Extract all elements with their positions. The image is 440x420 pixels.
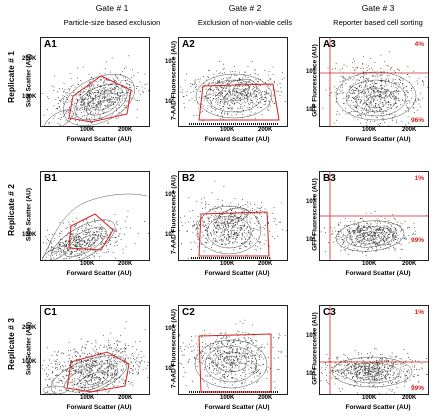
x-tick-100k: 100K (362, 261, 377, 267)
y-axis-label-b1: Side Scatter (AU) (25, 187, 33, 242)
percentage-lower: 99% (410, 385, 424, 392)
y-tick-10-2: 102 (306, 234, 316, 243)
y-axis-label-c1: Side Scatter (AU) (25, 321, 33, 376)
y-tick-10-4: 104 (165, 189, 175, 198)
gate-polygon (198, 333, 272, 393)
scatter-plot (320, 38, 428, 126)
panel-b1: B1 (40, 171, 150, 261)
replicate-3-label: Replicate # 3 (6, 318, 16, 370)
x-axis-label-b2: Forward Scatter (AU) (204, 270, 270, 277)
panel-label: A2 (182, 39, 195, 50)
panel-b3: B3 1% 99% (319, 171, 429, 261)
y-tick-200k: 200K (22, 56, 37, 62)
gate-polygon (198, 211, 270, 257)
scatter-plot (179, 180, 287, 260)
panel-c2: C2 (178, 305, 288, 395)
scatter-plot (320, 306, 428, 394)
x-axis-label-a3: Forward Scatter (AU) (345, 136, 411, 143)
scatter-plot (41, 55, 149, 126)
x-tick-200k: 200K (402, 395, 417, 401)
x-tick-100k: 100K (80, 127, 95, 133)
gate-1-subtitle: Particle-size based exclusion (63, 18, 161, 27)
replicate-2-label: Replicate # 2 (6, 184, 16, 236)
x-tick-200k: 200K (118, 395, 133, 401)
percentage-lower: 99% (410, 237, 424, 244)
scatter-plot (41, 321, 149, 394)
x-tick-200k: 200K (258, 261, 273, 267)
x-tick-100k: 100K (362, 395, 377, 401)
panel-label: B2 (182, 173, 195, 184)
panel-c3: C3 1% 99% (319, 305, 429, 395)
panel-a1: A1 (40, 37, 150, 127)
gate-polygon (198, 83, 280, 121)
percentage-upper: 1% (414, 309, 424, 316)
x-tick-100k: 100K (362, 127, 377, 133)
panel-a3: A3 4% 96% (319, 37, 429, 127)
x-tick-200k: 200K (258, 395, 273, 401)
y-tick-10-2: 102 (165, 96, 175, 105)
y-tick-10-2: 102 (306, 104, 316, 113)
gate-3-title: Gate # 3 (361, 3, 395, 13)
x-axis-label-a1: Forward Scatter (AU) (66, 136, 132, 143)
scatter-plot (41, 193, 149, 260)
x-tick-100k: 100K (220, 395, 235, 401)
y-tick-10-2: 102 (306, 368, 316, 377)
y-tick-100k: 100K (22, 232, 37, 238)
y-axis-label-a2: 7-AAD Fluorescence (AU) (170, 40, 178, 121)
x-axis-label-c2: Forward Scatter (AU) (204, 404, 270, 411)
x-axis-label-c1: Forward Scatter (AU) (66, 404, 132, 411)
y-tick-100k: 100K (22, 94, 37, 100)
gate-polygon (68, 75, 132, 123)
y-tick-10-2: 102 (165, 363, 175, 372)
scatter-plot (180, 61, 286, 125)
y-axis-label-b2: 7-AAD Fluorescence (AU) (170, 174, 178, 255)
panel-b2: B2 (178, 171, 288, 261)
percentage-upper: 1% (414, 175, 424, 182)
y-tick-10-4: 104 (165, 323, 175, 332)
x-tick-200k: 200K (402, 261, 417, 267)
panel-a2: A2 (178, 37, 288, 127)
y-tick-10-4: 104 (165, 56, 175, 65)
scatter-plot (179, 319, 287, 393)
x-tick-200k: 200K (118, 261, 133, 267)
y-axis-label-b3: GFP Fluorescence (AU) (311, 178, 319, 251)
x-axis-label-b3: Forward Scatter (AU) (345, 270, 411, 277)
y-tick-10-2: 102 (165, 229, 175, 238)
gate-1-title: Gate # 1 (95, 3, 129, 13)
gate-2-title: Gate # 2 (228, 3, 262, 13)
y-axis-label-c2: 7-AAD Fluorescence (AU) (170, 308, 178, 389)
scatter-plot (320, 172, 428, 260)
replicate-1-label: Replicate # 1 (6, 51, 16, 103)
percentage-upper: 4% (414, 41, 424, 48)
x-tick-100k: 100K (80, 261, 95, 267)
gate-2-subtitle: Exclusion of non-viable cells (197, 18, 293, 27)
panel-label: B3 (323, 173, 336, 184)
x-axis-label-a2: Forward Scatter (AU) (204, 136, 270, 143)
panel-label: B1 (44, 173, 57, 184)
panel-label: C2 (182, 307, 195, 318)
panel-label: A1 (44, 39, 57, 50)
x-tick-100k: 100K (80, 395, 95, 401)
gate-polygon (66, 351, 130, 393)
panel-label: C1 (44, 307, 57, 318)
gate-polygon (68, 213, 114, 251)
y-tick-200k: 200K (22, 325, 37, 331)
x-tick-100k: 100K (220, 261, 235, 267)
x-tick-100k: 100K (220, 127, 235, 133)
x-tick-200k: 200K (402, 127, 417, 133)
x-axis-label-c3: Forward Scatter (AU) (345, 404, 411, 411)
y-tick-10-4: 104 (306, 330, 316, 339)
y-tick-10-4: 104 (306, 66, 316, 75)
percentage-lower: 96% (410, 117, 424, 124)
panel-label: C3 (323, 307, 336, 318)
x-tick-200k: 200K (258, 127, 273, 133)
y-tick-10-4: 104 (306, 196, 316, 205)
x-tick-200k: 200K (118, 127, 133, 133)
y-tick-100k: 100K (22, 359, 37, 365)
y-axis-label-c3: GFP Fluorescence (AU) (311, 312, 319, 385)
panel-c1: C1 (40, 305, 150, 395)
panel-label: A3 (323, 39, 336, 50)
gate-3-subtitle: Reporter based cell sorting (333, 18, 423, 27)
x-axis-label-b1: Forward Scatter (AU) (66, 270, 132, 277)
